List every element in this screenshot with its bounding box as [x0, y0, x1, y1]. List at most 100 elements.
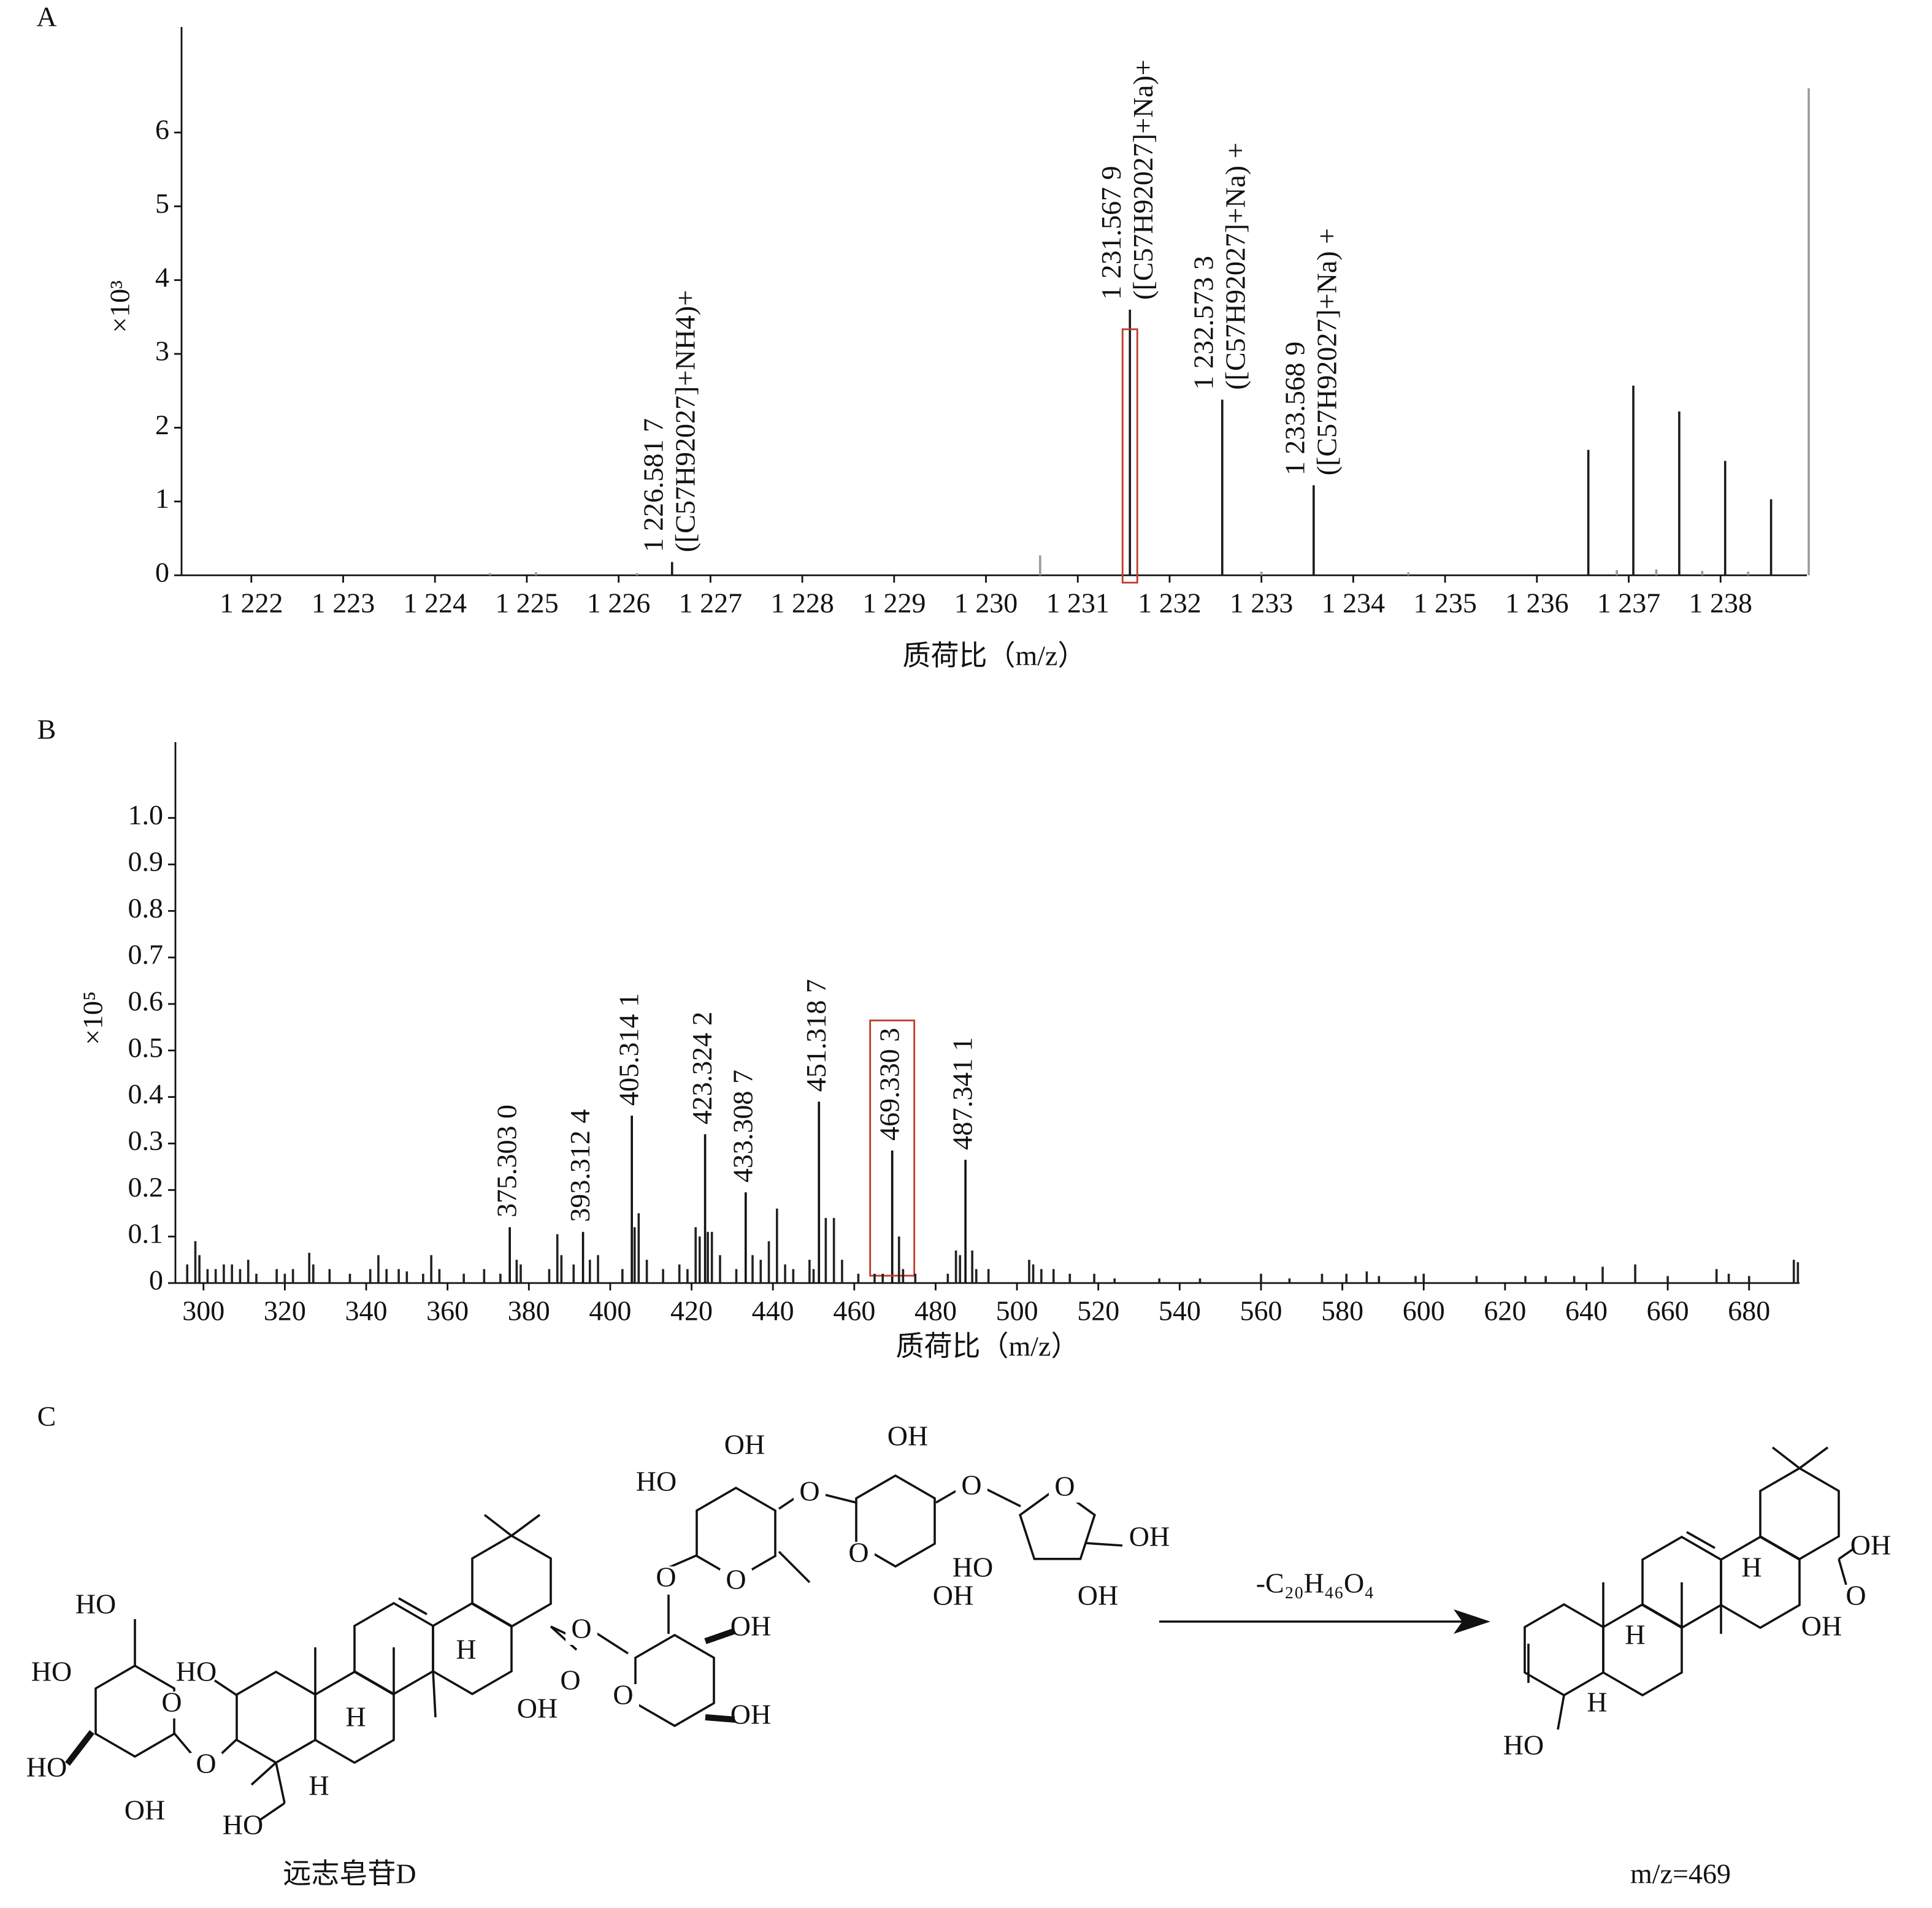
x-tick-label: 1 228: [770, 588, 834, 619]
atom-label: OH: [887, 1420, 928, 1452]
ring: [471, 1534, 552, 1628]
label-bg: [957, 1557, 989, 1584]
ring: [1759, 1466, 1840, 1561]
atom-label: OH: [1129, 1521, 1170, 1552]
atom-label: OH: [1801, 1611, 1842, 1642]
atom-label: O: [161, 1687, 182, 1718]
x-tick-label: 1 229: [862, 588, 926, 619]
bond: [1838, 1547, 1856, 1560]
reaction-label: -C₂₀H₄₆O₄: [1256, 1568, 1374, 1599]
x-tick-label: 440: [752, 1295, 794, 1327]
peak-label: 1 233.568 9: [1279, 342, 1310, 476]
label-bg: [565, 1618, 597, 1645]
bond: [1798, 1446, 1829, 1469]
y-tick-label: 0.5: [128, 1032, 164, 1063]
bond: [778, 1550, 811, 1584]
bond: [821, 1493, 857, 1504]
label-bg: [554, 1669, 586, 1696]
label-bg: [1049, 1476, 1081, 1503]
atom-label: O: [613, 1679, 633, 1711]
atom-label: OH: [125, 1795, 165, 1826]
label-bg: [190, 1753, 222, 1780]
peak-label: 1 226.581 7: [637, 418, 669, 553]
x-tick-label: 640: [1565, 1295, 1608, 1327]
bond: [510, 1514, 541, 1537]
label-bg: [729, 1434, 761, 1461]
label-bg: [1133, 1526, 1165, 1553]
x-tick-label: 1 227: [679, 588, 743, 619]
atom-label: OH: [724, 1429, 765, 1460]
bond: [1085, 1542, 1123, 1547]
wedge: [705, 1714, 737, 1723]
bond: [483, 1514, 513, 1537]
label-bg: [521, 1698, 553, 1725]
x-tick-label: 1 223: [312, 588, 375, 619]
label-bg: [937, 1585, 969, 1612]
x-tick-label: 320: [264, 1295, 306, 1327]
x-tick-label: 1 231: [1046, 588, 1110, 619]
atom-label: OH: [730, 1611, 771, 1642]
arrow-head: [1454, 1609, 1490, 1634]
ring: [94, 1664, 175, 1758]
x-tick-label: 340: [345, 1295, 388, 1327]
y-tick-label: 0.9: [128, 846, 164, 877]
label-bg: [843, 1542, 875, 1569]
x-tick-label: 300: [182, 1295, 224, 1327]
label-bg: [129, 1799, 161, 1826]
peak-label: 469.330 3: [873, 1028, 905, 1141]
label-bg: [607, 1684, 639, 1711]
peak-label: 487.341 1: [947, 1037, 978, 1150]
x-tick-label: 360: [426, 1295, 469, 1327]
atom-label: O: [726, 1564, 746, 1595]
bond: [550, 1625, 578, 1651]
bond: [275, 1762, 286, 1804]
highlight-box: [869, 1019, 916, 1277]
label-bg: [156, 1692, 188, 1718]
label-bg: [1806, 1615, 1838, 1642]
label-bg: [735, 1704, 767, 1731]
y-tick-label: 0.3: [128, 1125, 164, 1156]
x-tick-label: 400: [589, 1295, 631, 1327]
x-tick-label: 1 235: [1413, 588, 1477, 619]
y-tick-label: 0.8: [128, 892, 164, 924]
atom-label: H: [345, 1701, 366, 1733]
peak-label: 433.308 7: [727, 1070, 758, 1182]
y-tick-label: 0: [149, 1265, 163, 1296]
y-tick-label: 0.6: [128, 986, 164, 1017]
label-bg: [1508, 1734, 1539, 1761]
label-bg: [36, 1661, 67, 1688]
label-bg: [180, 1661, 212, 1688]
label-bg: [31, 1757, 63, 1783]
label-bg: [227, 1814, 259, 1841]
x-tick-label: 660: [1647, 1295, 1689, 1327]
peak-label: 423.324 2: [686, 1011, 718, 1124]
x-tick-label: 1 237: [1597, 588, 1661, 619]
panel-label: B: [37, 714, 56, 745]
bond: [1557, 1695, 1565, 1730]
label-bg: [956, 1474, 987, 1501]
wedge: [65, 1730, 94, 1766]
atom-label: O: [571, 1613, 591, 1644]
structures: [65, 1446, 1856, 1823]
compound-name: 远志皂苷D: [283, 1858, 416, 1890]
y-tick-label: 0.7: [128, 939, 164, 970]
peak-label: 405.314 1: [613, 993, 645, 1106]
x-tick-label: 520: [1077, 1295, 1119, 1327]
atom-label: H: [309, 1770, 329, 1801]
bond: [668, 1554, 697, 1569]
x-tick-label: 500: [996, 1295, 1038, 1327]
x-tick-label: 1 226: [587, 588, 651, 619]
ion-label: ([C57H92027]+Na) +: [1219, 142, 1251, 389]
x-tick-label: 580: [1321, 1295, 1363, 1327]
ion-label: ([C57H92027]+NH4)+: [669, 290, 700, 553]
x-tick-label: 460: [833, 1295, 875, 1327]
bond: [593, 1630, 629, 1655]
label-bg: [450, 1639, 482, 1666]
ring: [634, 1633, 715, 1728]
atom-label: OH: [933, 1580, 973, 1611]
x-tick-label: 540: [1159, 1295, 1201, 1327]
y-tick-label: 1: [155, 483, 169, 514]
y-tick-label: 2: [155, 409, 169, 440]
